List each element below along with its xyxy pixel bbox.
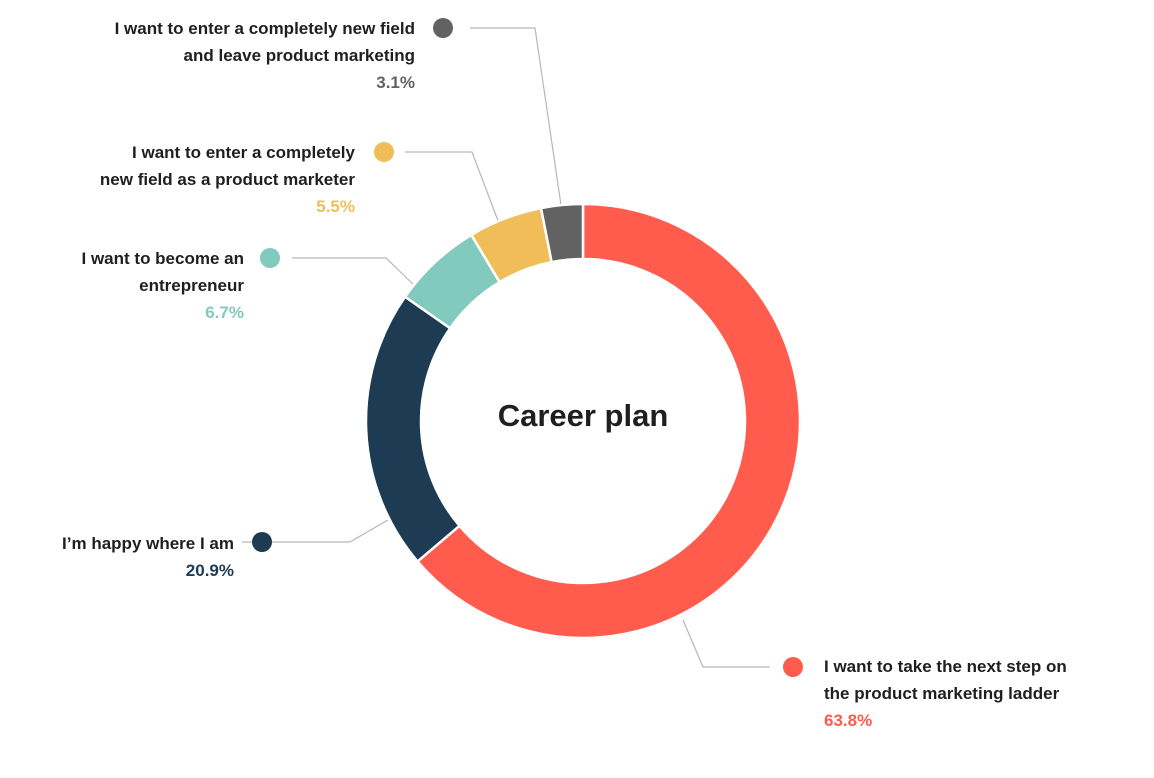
callout-line-4 [405, 151, 501, 227]
callout-labels: I want to take the next step on the produ… [62, 18, 1067, 730]
slice-label-5-line-1: I want to enter a completely new field [115, 19, 415, 38]
slice-value-2: 20.9% [186, 561, 234, 580]
callout-line-5 [470, 27, 562, 206]
slice-value-3: 6.7% [205, 303, 244, 322]
donut-slice-1 [415, 202, 802, 640]
legend-dot-4 [374, 142, 394, 162]
slice-label-4-line-2: new field as a product marketer [100, 170, 355, 189]
slice-label-3-line-2: entrepreneur [139, 276, 244, 295]
callout-leaders [242, 27, 770, 668]
slice-label-5-line-2: and leave product marketing [184, 46, 415, 65]
donut-slice-5 [539, 202, 585, 264]
slice-label-2-line-1: I’m happy where I am [62, 534, 234, 553]
slice-label-1-line-2: the product marketing ladder [824, 684, 1060, 703]
chart-title: Career plan [498, 398, 669, 433]
slice-label-3-line-1: I want to become an [82, 249, 244, 268]
donut-slices [364, 202, 802, 640]
callout-line-1 [682, 619, 770, 668]
legend-dot-1 [783, 657, 803, 677]
callout-line-2 [242, 519, 389, 543]
slice-value-1: 63.8% [824, 711, 872, 730]
slice-label-4-line-1: I want to enter a completely [132, 143, 355, 162]
slice-label-1-line-1: I want to take the next step on [824, 657, 1067, 676]
legend-dot-5 [433, 18, 453, 38]
slice-value-5: 3.1% [376, 73, 415, 92]
donut-slice-2 [364, 295, 462, 564]
legend-dot-3 [260, 248, 280, 268]
legend-dot-2 [252, 532, 272, 552]
slice-value-4: 5.5% [316, 197, 355, 216]
callout-line-3 [292, 257, 416, 287]
